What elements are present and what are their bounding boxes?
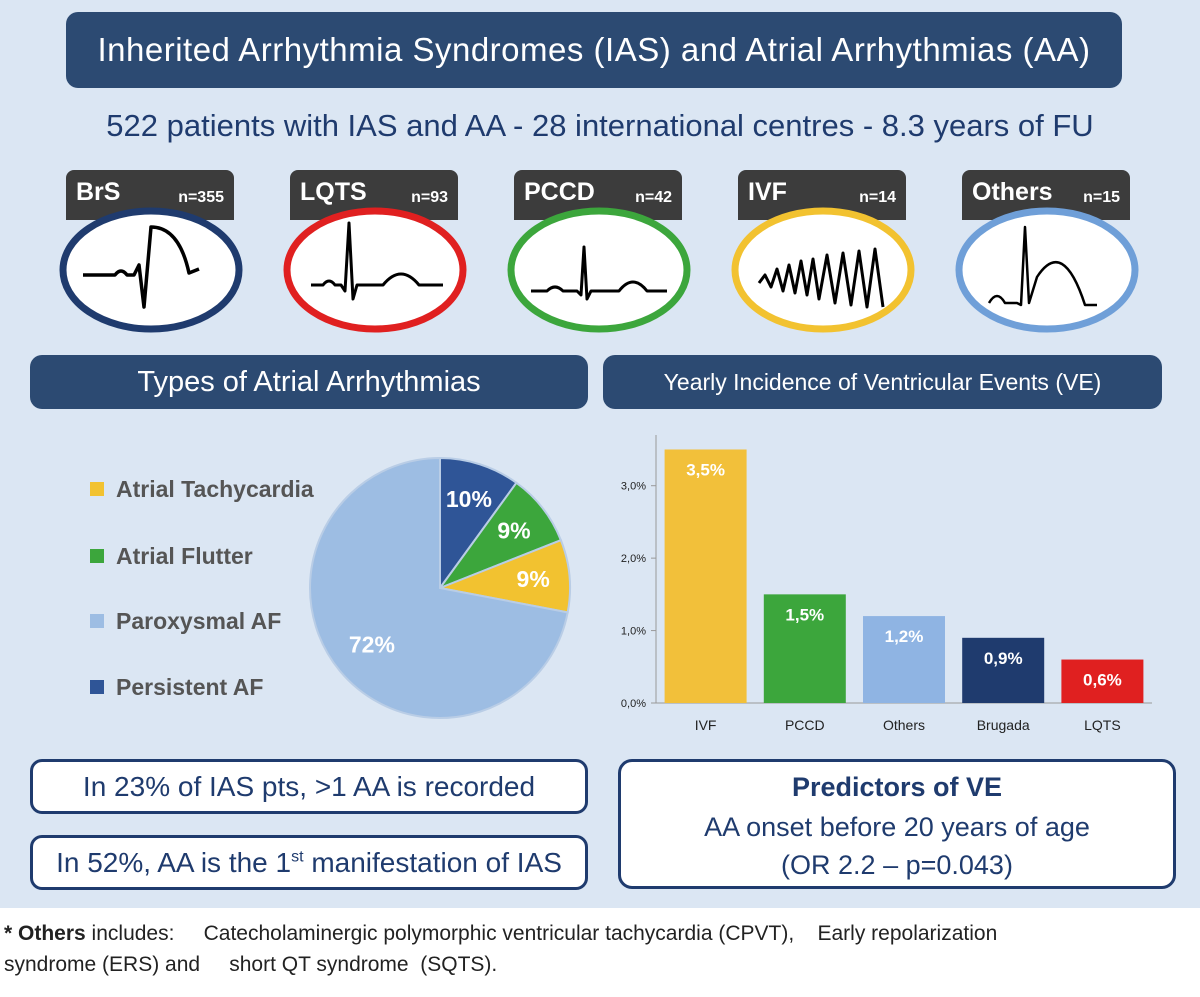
- bar-lqts: [1061, 659, 1144, 703]
- pie-label-paroxysmal-af: 72%: [349, 631, 395, 657]
- syndrome-card-brs: BrS n=355: [59, 170, 243, 333]
- legend-swatch: [90, 482, 104, 496]
- pie-slice-paroxysmal-af: [309, 456, 569, 719]
- footnote-star: *: [4, 922, 13, 945]
- legend-swatch: [90, 549, 104, 563]
- syndrome-name: IVF: [748, 178, 787, 206]
- legend-swatch: [90, 680, 104, 694]
- bar-value-label-brugada: 0,9%: [984, 649, 1023, 668]
- aa-fact-first-manifestation: In 52%, AA is the 1st manifestation of I…: [30, 835, 588, 890]
- footnote-line-2: syndrome (ERS) and short QT syndrome (SQ…: [4, 953, 498, 976]
- long-qt-ecg-icon: [283, 207, 467, 333]
- syndrome-count: n=355: [178, 189, 224, 206]
- syndrome-name: Others: [972, 178, 1053, 206]
- legend-label: Paroxysmal AF: [116, 607, 282, 634]
- x-tick-label-others: Others: [883, 717, 925, 733]
- pie-label-persistent-af: 10%: [446, 486, 492, 512]
- legend-label: Atrial Tachycardia: [116, 475, 314, 502]
- x-tick-label-lqts: LQTS: [1084, 717, 1121, 733]
- fact-text-pre: In 52%, AA is the 1: [56, 846, 292, 878]
- fact-text: In 23% of IAS pts, >1 AA is recorded: [82, 770, 536, 802]
- bar-pccd: [763, 594, 846, 703]
- ve-incidence-header: Yearly Incidence of Ventricular Events (…: [603, 355, 1162, 409]
- syndrome-card-ivf: IVF n=14: [731, 170, 915, 333]
- bar-value-label-pccd: 1,5%: [785, 605, 824, 624]
- x-tick-label-ivf: IVF: [695, 717, 717, 733]
- bar-value-label-others: 1,2%: [885, 627, 924, 646]
- bar-value-label-lqts: 0,6%: [1083, 671, 1122, 690]
- syndrome-card-others: Others n=15: [955, 170, 1139, 333]
- footnote-text: includes: Catecholaminergic polymorphic …: [85, 922, 998, 945]
- legend-item-persistent-af: Persistent AF: [90, 672, 263, 702]
- legend-label: Persistent AF: [116, 673, 264, 700]
- fact-text: In 52%, AA is the 1st manifestation of I…: [56, 847, 562, 879]
- legend-item-paroxysmal-af: Paroxysmal AF: [90, 606, 281, 636]
- fact-text-superscript: st: [291, 848, 304, 866]
- predictors-line-1: AA onset before 20 years of age: [704, 812, 1090, 842]
- repolarization-ecg-icon: [955, 207, 1139, 333]
- main-title: Inherited Arrhythmia Syndromes (IAS) and…: [66, 12, 1122, 88]
- fibrillation-ecg-icon: [731, 207, 915, 333]
- legend-label: Atrial Flutter: [116, 542, 253, 569]
- predictors-title: Predictors of VE: [791, 772, 1003, 802]
- footnote-line-1: * Others includes: Catecholaminergic pol…: [4, 918, 1194, 949]
- pie-label-atrial-flutter: 9%: [497, 518, 530, 544]
- y-tick-label: 3,0%: [621, 481, 646, 493]
- syndrome-count: n=14: [859, 189, 896, 206]
- syndrome-count: n=93: [411, 189, 448, 206]
- ve-incidence-bar-chart: 0,0% 1,0% 2,0% 3,0% 3,5% IVF 1,5% PCCD 1,2% Other…: [621, 435, 1152, 733]
- conduction-ecg-icon: [507, 207, 691, 333]
- syndrome-count: n=42: [635, 189, 672, 206]
- pie-label-atrial-tachycardia: 9%: [517, 566, 550, 592]
- fact-text-post: manifestation of IAS: [303, 846, 562, 878]
- bar-ivf: [664, 449, 747, 703]
- y-tick-label: 0,0%: [621, 698, 646, 710]
- syndrome-name: LQTS: [300, 178, 367, 206]
- x-tick-label-pccd: PCCD: [785, 717, 825, 733]
- bar-brugada: [962, 637, 1045, 703]
- pie-slice-persistent-af: [439, 456, 518, 592]
- y-tick-label: 2,0%: [621, 553, 646, 565]
- subtitle: 522 patients with IAS and AA - 28 intern…: [106, 108, 1094, 143]
- brugada-ecg-icon: [59, 207, 243, 333]
- footnote: * Others includes: Catecholaminergic pol…: [4, 918, 1194, 980]
- aa-fact-multiple: In 23% of IAS pts, >1 AA is recorded: [30, 759, 588, 814]
- bar-others: [863, 616, 945, 703]
- syndrome-card-pccd: PCCD n=42: [507, 170, 691, 333]
- legend-item-atrial-flutter: Atrial Flutter: [90, 541, 253, 571]
- y-tick-label: 1,0%: [621, 626, 646, 638]
- aa-types-header: Types of Atrial Arrhythmias: [30, 355, 588, 409]
- syndrome-name: PCCD: [524, 178, 595, 206]
- bar-value-label-ivf: 3,5%: [686, 460, 725, 479]
- syndrome-card-lqts: LQTS n=93: [283, 170, 467, 333]
- footnote-bold-term: Others: [18, 922, 86, 945]
- predictors-line-2: (OR 2.2 – p=0.043): [781, 850, 1013, 880]
- legend-swatch: [90, 614, 104, 628]
- aa-types-pie-chart: 10%9%9%72%: [309, 456, 571, 719]
- infographic-panel: Inherited Arrhythmia Syndromes (IAS) and…: [0, 0, 1200, 908]
- legend-item-atrial-tachycardia: Atrial Tachycardia: [90, 474, 314, 504]
- syndrome-name: BrS: [76, 178, 121, 206]
- x-tick-label-brugada: Brugada: [977, 717, 1030, 733]
- syndrome-count: n=15: [1083, 189, 1120, 206]
- predictors-box: Predictors of VE AA onset before 20 year…: [618, 759, 1176, 889]
